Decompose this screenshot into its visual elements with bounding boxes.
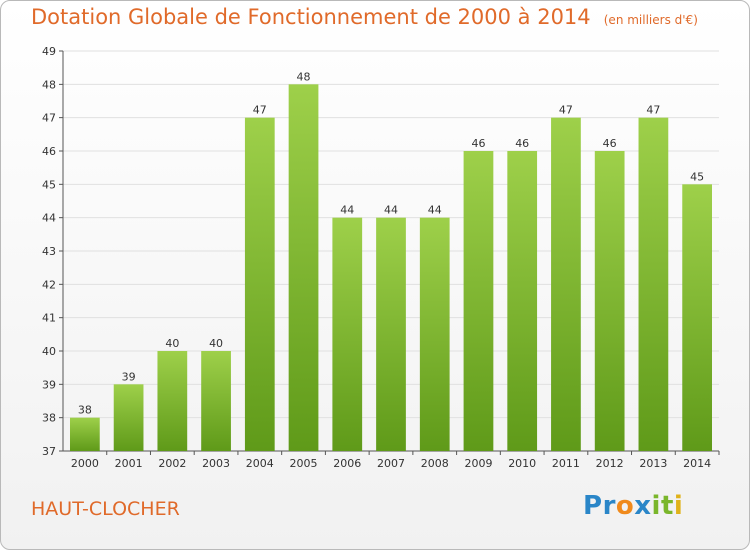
bar: [507, 151, 538, 451]
chart-title: Dotation Globale de Fonctionnement de 20…: [31, 5, 591, 29]
bar-value-label: 46: [471, 137, 485, 150]
bar-value-label: 44: [384, 204, 398, 217]
x-tick-label: 2014: [683, 457, 711, 470]
commune-name: HAUT-CLOCHER: [31, 498, 180, 520]
y-tick-label: 49: [42, 45, 56, 58]
bar-value-label: 47: [646, 104, 660, 117]
bar-value-label: 46: [603, 137, 617, 150]
x-tick-label: 2011: [552, 457, 580, 470]
logo-letter: t: [660, 491, 674, 521]
y-tick-label: 40: [42, 345, 56, 358]
y-tick-label: 46: [42, 145, 56, 158]
bar: [244, 117, 275, 452]
bar: [157, 351, 188, 451]
bar: [551, 117, 581, 452]
bar: [201, 351, 231, 451]
bar: [69, 417, 100, 451]
bar-value-label: 38: [78, 404, 92, 417]
x-tick-label: 2001: [115, 457, 143, 470]
y-tick-label: 39: [42, 378, 56, 391]
y-tick-label: 37: [42, 445, 56, 458]
bar: [288, 84, 319, 451]
logo-letter: i: [673, 491, 684, 521]
x-tick-label: 2005: [290, 457, 318, 470]
bar-value-label: 44: [428, 204, 442, 217]
bar-value-label: 46: [515, 137, 529, 150]
x-tick-label: 2013: [639, 457, 667, 470]
bar: [113, 384, 144, 451]
bar-value-label: 45: [690, 170, 704, 183]
bar: [376, 217, 406, 451]
bar-value-label: 40: [165, 337, 179, 350]
x-tick-label: 2000: [71, 457, 99, 470]
bar-value-label: 47: [559, 104, 573, 117]
y-tick-label: 41: [42, 312, 56, 325]
bar: [332, 217, 363, 451]
logo-letter: i: [651, 491, 661, 521]
chart-subtitle: (en milliers d'€): [603, 13, 698, 27]
x-tick-label: 2008: [421, 457, 449, 470]
y-tick-label: 48: [42, 78, 56, 91]
y-tick-label: 38: [42, 412, 56, 425]
x-tick-label: 2010: [508, 457, 536, 470]
y-tick-label: 42: [42, 278, 56, 291]
bar: [638, 117, 669, 452]
logo-letter: o: [615, 491, 635, 521]
bar: [594, 151, 625, 451]
x-tick-label: 2012: [596, 457, 624, 470]
value-labels: 38 39 40 40 47 48 44 44 44 46 46 47 46 47 45: [78, 70, 704, 416]
bar-value-label: 48: [297, 70, 311, 83]
x-tick-label: 2002: [158, 457, 186, 470]
x-tick-label: 2009: [464, 457, 492, 470]
bars: [69, 84, 713, 452]
y-tick-label: 47: [42, 112, 56, 125]
chart-title-block: Dotation Globale de Fonctionnement de 20…: [31, 5, 698, 29]
x-tick-label: 2006: [333, 457, 361, 470]
proxiti-logo[interactable]: Proxiti: [583, 491, 683, 521]
bar: [682, 184, 713, 452]
y-tick-label: 45: [42, 178, 56, 191]
x-tick-label: 2003: [202, 457, 230, 470]
bar-value-label: 47: [253, 104, 267, 117]
y-tick-label: 43: [42, 245, 56, 258]
bar: [419, 217, 450, 451]
logo-letter: x: [634, 491, 652, 521]
bar-value-label: 40: [209, 337, 223, 350]
bar-value-label: 44: [340, 204, 354, 217]
bar-value-label: 39: [122, 370, 136, 383]
y-tick-label: 44: [42, 212, 56, 225]
x-tick-label: 2007: [377, 457, 405, 470]
axes: 37 38 39 40 41 42 43 44 45 46 47 48 49 2000 2001 2002 20…: [42, 45, 720, 470]
logo-letter: r: [602, 491, 616, 521]
logo-letter: P: [583, 491, 603, 521]
x-tick-label: 2004: [246, 457, 274, 470]
bar: [463, 151, 494, 451]
